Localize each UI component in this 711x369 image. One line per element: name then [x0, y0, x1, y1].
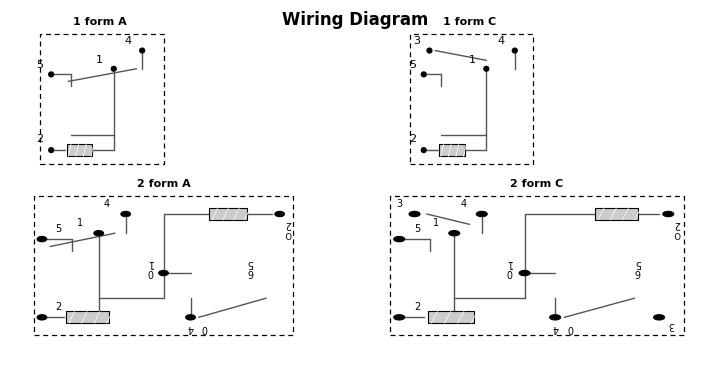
- Text: 0: 0: [147, 266, 153, 277]
- Text: 2: 2: [674, 219, 680, 230]
- Circle shape: [476, 211, 487, 217]
- Circle shape: [37, 315, 47, 320]
- Text: 5: 5: [635, 258, 641, 268]
- Text: 1: 1: [469, 55, 476, 65]
- Text: 2 form C: 2 form C: [510, 179, 563, 189]
- Text: 0: 0: [567, 323, 574, 333]
- Text: 5: 5: [55, 224, 62, 234]
- Bar: [428, 311, 474, 323]
- Circle shape: [550, 315, 561, 320]
- Text: 4: 4: [104, 199, 110, 209]
- Bar: [595, 208, 638, 220]
- Text: 4: 4: [124, 36, 132, 46]
- Text: 4: 4: [552, 323, 558, 333]
- Circle shape: [653, 315, 665, 320]
- Text: 4: 4: [497, 36, 504, 46]
- Text: 2: 2: [36, 134, 43, 144]
- Text: 6: 6: [247, 266, 253, 277]
- Text: O: O: [284, 229, 291, 238]
- Bar: [210, 208, 247, 220]
- Text: 4: 4: [188, 323, 193, 333]
- Circle shape: [139, 48, 145, 53]
- Text: 5: 5: [247, 258, 253, 268]
- Circle shape: [394, 237, 405, 242]
- Circle shape: [48, 72, 54, 77]
- Text: 5: 5: [409, 59, 416, 70]
- Circle shape: [449, 231, 460, 236]
- Circle shape: [275, 211, 284, 217]
- Circle shape: [663, 211, 674, 217]
- Text: 2: 2: [284, 219, 291, 230]
- Text: 1: 1: [506, 258, 513, 268]
- Text: 6: 6: [635, 266, 641, 277]
- Text: 2: 2: [409, 134, 416, 144]
- Circle shape: [512, 48, 518, 53]
- Circle shape: [421, 72, 427, 77]
- Text: O: O: [674, 229, 680, 238]
- Text: 5: 5: [36, 59, 43, 70]
- Circle shape: [519, 270, 530, 276]
- Text: 3: 3: [413, 36, 420, 46]
- Text: Wiring Diagram: Wiring Diagram: [282, 11, 429, 29]
- Circle shape: [483, 66, 489, 71]
- Bar: [439, 144, 465, 156]
- Circle shape: [186, 315, 196, 320]
- Text: 2: 2: [55, 302, 62, 312]
- Circle shape: [421, 148, 427, 153]
- Text: 3: 3: [668, 320, 675, 330]
- Text: 1: 1: [77, 218, 83, 228]
- Circle shape: [48, 148, 54, 153]
- Text: 2 form A: 2 form A: [137, 179, 191, 189]
- Circle shape: [37, 237, 47, 242]
- Text: 1: 1: [96, 55, 103, 65]
- Text: 1 form C: 1 form C: [443, 17, 496, 27]
- Circle shape: [94, 231, 104, 236]
- Circle shape: [409, 211, 420, 217]
- Text: 2: 2: [415, 302, 421, 312]
- Text: 4: 4: [460, 199, 466, 209]
- Bar: [67, 144, 92, 156]
- Circle shape: [159, 270, 169, 276]
- Text: 0: 0: [506, 266, 513, 277]
- Circle shape: [427, 48, 432, 53]
- Text: 1: 1: [147, 258, 153, 268]
- Circle shape: [394, 315, 405, 320]
- Bar: [66, 311, 109, 323]
- Text: 5: 5: [415, 224, 421, 234]
- Text: 0: 0: [201, 323, 207, 333]
- Text: 1: 1: [433, 218, 439, 228]
- Circle shape: [111, 66, 117, 71]
- Text: 1 form A: 1 form A: [73, 17, 127, 27]
- Text: 3: 3: [396, 199, 402, 209]
- Circle shape: [121, 211, 131, 217]
